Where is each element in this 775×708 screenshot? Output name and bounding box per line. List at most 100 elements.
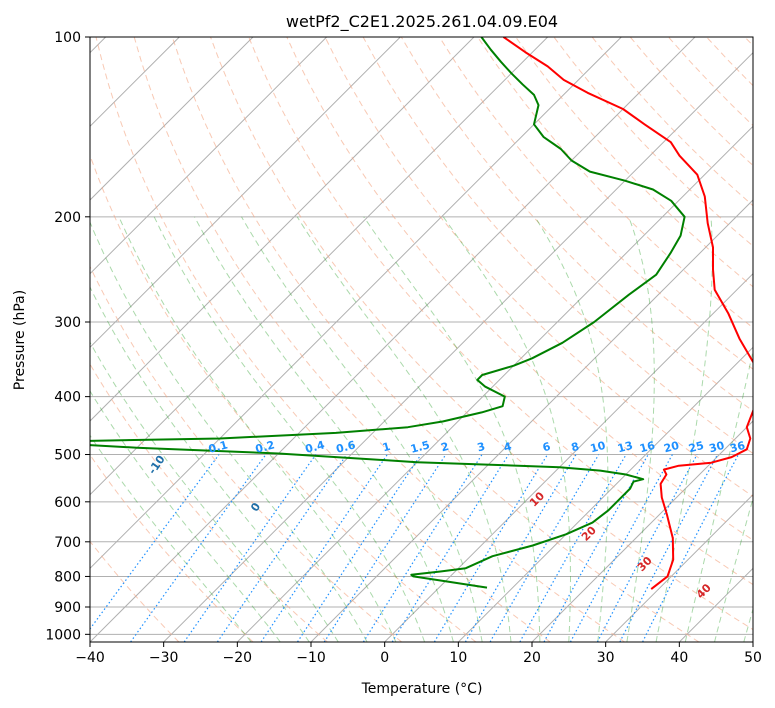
series-line-0 <box>502 37 753 590</box>
x-tick-label: 20 <box>523 650 541 666</box>
x-tick-label: −10 <box>296 650 326 666</box>
dry-adiabat <box>744 37 753 47</box>
isotherm <box>310 199 753 642</box>
dry-adiabat <box>171 37 700 642</box>
moist-adiabat <box>90 341 310 642</box>
moist-adiabat <box>194 216 454 642</box>
isotherm <box>90 37 696 642</box>
isotherm <box>90 37 475 422</box>
dry-adiabat <box>133 37 625 642</box>
mixing-ratio-label: 6 <box>541 440 552 455</box>
mixing-ratio-line <box>433 454 549 642</box>
mixing-ratio-line <box>260 454 388 642</box>
x-tick-label: −30 <box>149 650 179 666</box>
moist-adiabat <box>241 216 483 642</box>
dry-adiabat <box>248 37 753 586</box>
moist-adiabat <box>90 220 368 642</box>
series-line-1 <box>90 37 686 589</box>
mixing-ratio-line <box>323 454 447 642</box>
y-tick-label: 600 <box>54 495 81 511</box>
mixing-ratio-line <box>183 454 317 642</box>
y-tick-label: 700 <box>54 535 81 551</box>
dry-adiabat <box>95 37 551 642</box>
dry-adiabat <box>90 453 254 642</box>
isotherm <box>163 51 753 642</box>
isotherm <box>605 493 753 642</box>
mixing-ratio-label: 16 <box>638 439 656 456</box>
moist-adiabat <box>90 434 252 642</box>
mixing-ratio-line <box>296 454 422 642</box>
mixing-ratio-label: 3 <box>476 440 487 455</box>
y-tick-label: 500 <box>54 448 81 464</box>
mixing-ratio-label: 1 <box>381 440 392 455</box>
dry-adiabat <box>591 37 753 207</box>
dry-adiabat <box>515 37 753 288</box>
series-layer <box>90 37 753 590</box>
plot-frame <box>89 36 754 643</box>
isotherm <box>384 272 753 642</box>
x-tick-label: 50 <box>744 650 762 666</box>
isotherm <box>678 567 753 642</box>
mixing-ratio-label: 8 <box>570 440 581 455</box>
mixing-ratio-line <box>519 454 627 642</box>
moist-adiabat <box>626 216 655 642</box>
mixing-ratio-label: 30 <box>708 439 726 456</box>
isotherm <box>90 37 549 496</box>
mixing-ratio-line <box>596 454 698 642</box>
mixing-ratio-line <box>90 454 220 630</box>
mixing-ratio-label: 36 <box>728 439 746 456</box>
mixing-ratio-line <box>489 454 600 642</box>
mixing-ratio-label: 4 <box>502 440 513 455</box>
mixing-ratio-line <box>569 454 673 642</box>
mixing-ratio-line <box>464 454 577 642</box>
isotherm <box>236 125 753 642</box>
dry-adiabat <box>324 37 753 498</box>
moist-adiabat <box>153 216 426 642</box>
y-tick-label: 200 <box>54 210 81 226</box>
moist-adiabat <box>714 496 753 642</box>
dry-adiabat <box>210 37 753 631</box>
dry-adiabat <box>90 363 328 642</box>
dry-adiabat <box>438 37 753 370</box>
moist-adiabat-label: 40 <box>694 581 714 601</box>
isotherm <box>90 37 401 349</box>
moist-adiabat <box>296 216 512 642</box>
isotherm <box>457 346 753 642</box>
y-tick-label: 300 <box>54 315 81 331</box>
dry-adiabat <box>362 37 753 455</box>
mixing-ratio-label: 0.2 <box>254 438 276 456</box>
isotherm <box>90 37 254 201</box>
isotherm <box>752 641 753 642</box>
x-tick-label: −20 <box>223 650 253 666</box>
y-axis-label: Pressure (hPa) <box>12 290 28 390</box>
moist-adiabat <box>442 216 571 642</box>
mixing-ratio-label: 0.6 <box>335 438 358 456</box>
y-tick-label: 400 <box>54 390 81 406</box>
x-tick-label: 40 <box>670 650 688 666</box>
mixing-ratio-label: 0.4 <box>304 438 327 456</box>
x-tick-label: −40 <box>75 650 105 666</box>
moist-adiabat <box>363 216 541 642</box>
x-axis-label: Temperature (°C) <box>361 681 483 697</box>
mixing-ratio-label: 13 <box>616 439 634 456</box>
y-axis: 100 200 300 400 500 600 700 800 900 1000 <box>45 30 90 643</box>
isotherm <box>90 37 328 275</box>
y-tick-label: 900 <box>54 600 81 616</box>
y-tick-label: 800 <box>54 569 81 585</box>
chart-title: wetPf2_C2E1.2025.261.04.09.E04 <box>286 12 558 32</box>
x-tick-label: 0 <box>380 650 389 666</box>
mixing-ratio-line <box>130 454 267 642</box>
mixing-ratio-label: 10 <box>589 439 607 456</box>
mixing-ratio-line <box>619 454 719 642</box>
x-tick-label: 30 <box>597 650 615 666</box>
dry-adiabat <box>286 37 753 541</box>
mixing-ratio-label: 0.1 <box>207 438 229 456</box>
moist-adiabat <box>118 216 397 642</box>
dry-adiabat <box>90 153 477 642</box>
moist-adiabat <box>90 390 281 642</box>
moist-adiabat <box>684 348 753 642</box>
dry-adiabat <box>477 37 753 329</box>
background-lines <box>90 37 753 642</box>
mixing-ratio-line <box>216 454 348 642</box>
